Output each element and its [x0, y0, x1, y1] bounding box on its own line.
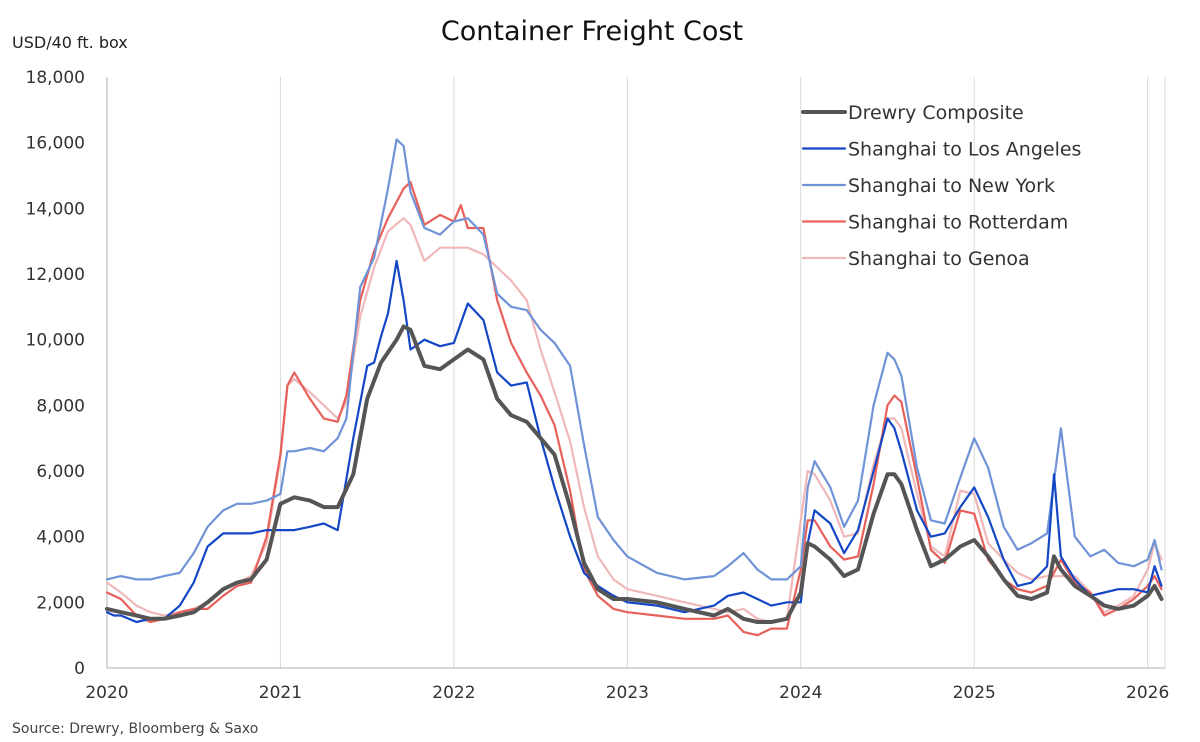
- axes: [106, 77, 1165, 669]
- x-tick-label-2020: 2020: [85, 683, 128, 703]
- gridlines: [279, 77, 1166, 668]
- y-tick-label-14000: 14,000: [26, 199, 85, 219]
- legend-label-shanghai-to-los-angeles: Shanghai to Los Angeles: [848, 139, 1081, 161]
- x-tick-label-2022: 2022: [432, 683, 475, 703]
- series-line-shanghai-to-new-york: [105, 138, 1163, 581]
- y-tick-label-2000: 2,000: [36, 593, 85, 613]
- legend-label-shanghai-to-rotterdam: Shanghai to Rotterdam: [848, 212, 1068, 234]
- series-line-shanghai-to-los-angeles: [105, 259, 1163, 624]
- chart-title: Container Freight Cost: [441, 16, 743, 47]
- y-tick-label-12000: 12,000: [26, 265, 85, 285]
- y-tick-label-6000: 6,000: [36, 462, 85, 482]
- x-tick-label-2023: 2023: [606, 683, 649, 703]
- legend-label-shanghai-to-new-york: Shanghai to New York: [848, 175, 1055, 197]
- x-tick-label-2025: 2025: [953, 683, 996, 703]
- legend-label-drewry-composite: Drewry Composite: [848, 102, 1024, 124]
- x-tick-labels: 2020 2021 2022 2023 2024 2025 2026: [85, 683, 1169, 703]
- y-tick-labels: 0 2,000 4,000 6,000 8,000 10,000 12,000 14,000 1…: [26, 68, 85, 679]
- y-axis-label: USD/40 ft. box: [12, 33, 128, 52]
- series-line-drewry-composite: [105, 324, 1164, 624]
- source-note: Source: Drewry, Bloomberg & Saxo: [12, 721, 258, 737]
- y-tick-label-16000: 16,000: [26, 134, 85, 154]
- legend-label-shanghai-to-genoa: Shanghai to Genoa: [848, 248, 1030, 270]
- x-tick-label-2024: 2024: [779, 683, 822, 703]
- y-tick-label-18000: 18,000: [26, 68, 85, 88]
- x-tick-label-2026: 2026: [1126, 683, 1169, 703]
- x-tick-label-2021: 2021: [259, 683, 302, 703]
- y-tick-label-0: 0: [74, 659, 85, 679]
- y-tick-label-4000: 4,000: [36, 528, 85, 548]
- y-tick-label-10000: 10,000: [26, 331, 85, 351]
- legend: Drewry Composite Shanghai to Los Angeles S…: [801, 102, 1081, 270]
- series-lines: [105, 138, 1164, 637]
- y-tick-label-8000: 8,000: [36, 396, 85, 416]
